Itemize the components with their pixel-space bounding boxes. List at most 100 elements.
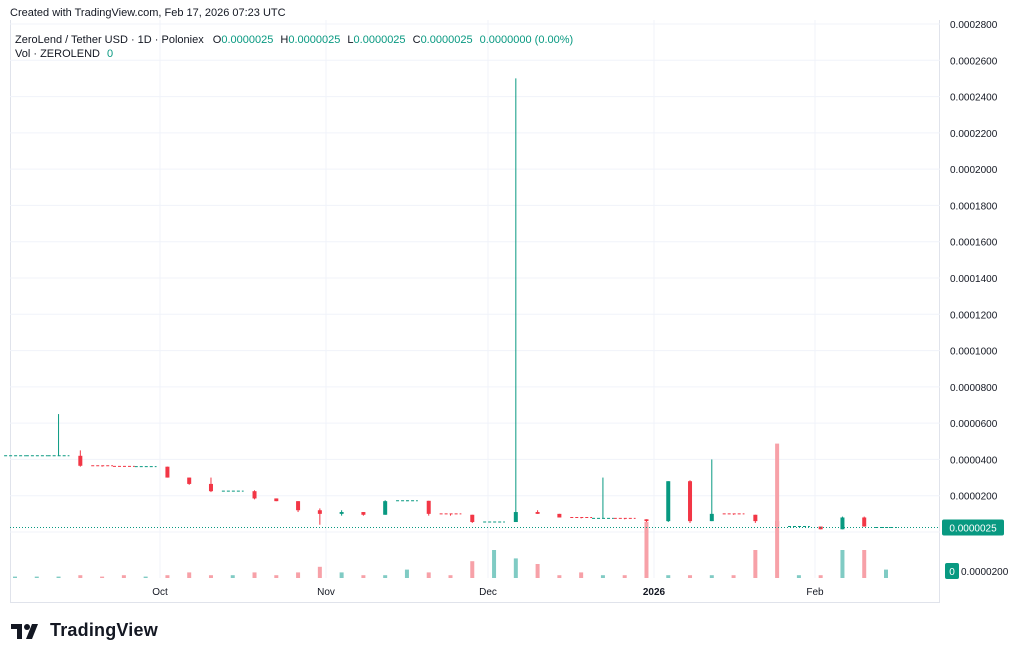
symbol-title[interactable]: ZeroLend / Tether USD · 1D · Poloniex <box>15 34 204 46</box>
price-axis-tick-label: 0.0002000 <box>950 165 998 176</box>
volume-bar <box>840 550 845 578</box>
volume-bar <box>709 575 714 578</box>
price-axis-tick-label: 0.0000600 <box>950 419 998 430</box>
candle-body[interactable] <box>840 517 845 530</box>
volume-bar <box>274 575 279 578</box>
volume-title[interactable]: Vol · ZEROLEND <box>15 48 100 60</box>
volume-value-badge[interactable] <box>945 563 959 579</box>
volume-bar <box>731 575 736 578</box>
volume-bar <box>208 575 213 578</box>
volume-bar <box>100 576 105 578</box>
volume-bar <box>361 575 366 578</box>
candle-body[interactable] <box>208 483 213 492</box>
chart-legend: ZeroLend / Tether USD · 1D · Poloniex O0… <box>15 33 573 61</box>
chart-pane[interactable] <box>10 20 940 603</box>
candle-body[interactable] <box>470 514 475 523</box>
volume-bar <box>34 576 39 578</box>
close-value: 0.0000025 <box>420 34 473 46</box>
volume-bar <box>862 550 867 578</box>
price-axis-tick-label: 0.0002600 <box>950 56 998 67</box>
volume-bar <box>78 575 83 578</box>
volume-bar <box>56 576 61 578</box>
candle-body[interactable] <box>296 501 301 511</box>
change-value: 0.0000000 (0.00%) <box>479 34 574 46</box>
price-axis-tick-label: 0.0001400 <box>950 274 998 285</box>
volume-bar <box>666 575 671 578</box>
candle-body[interactable] <box>709 513 714 522</box>
volume-bar <box>579 572 584 578</box>
price-axis-tick-label: 0.0002400 <box>950 93 998 104</box>
time-axis-tick-label: Feb <box>806 587 824 598</box>
price-axis-tick-label: 0.0000800 <box>950 383 998 394</box>
price-axis-tick-label: 0.0002200 <box>950 129 998 140</box>
candle-body[interactable] <box>317 510 322 514</box>
volume-bar <box>230 575 235 578</box>
volume-bar <box>252 572 257 578</box>
volume-bar <box>622 575 627 578</box>
candle-body[interactable] <box>513 512 518 523</box>
ohlc-legend-row: ZeroLend / Tether USD · 1D · Poloniex O0… <box>15 33 573 47</box>
tradingview-logo[interactable]: TradingView <box>10 620 158 641</box>
time-axis-tick-label: 2026 <box>643 587 666 598</box>
candle-body[interactable] <box>862 517 867 527</box>
price-axis-tick-label: 0.0001800 <box>950 201 998 212</box>
candle-body[interactable] <box>426 500 431 514</box>
candle-body[interactable] <box>383 501 388 515</box>
volume-bar <box>448 575 453 578</box>
volume-bar <box>492 550 497 578</box>
volume-bar <box>404 569 409 578</box>
price-axis-tick-label: 0.0000200 <box>950 492 998 503</box>
candle-body[interactable] <box>688 481 693 522</box>
volume-bar <box>187 572 192 578</box>
candle-body[interactable] <box>78 455 83 466</box>
volume-bar <box>753 550 758 578</box>
time-axis-tick-label: Nov <box>317 587 335 598</box>
candle-body[interactable] <box>252 491 257 499</box>
price-axis-tick-label: 0.0001200 <box>950 310 998 321</box>
volume-legend-row: Vol · ZEROLEND 0 <box>15 47 573 61</box>
candle-body[interactable] <box>753 514 758 522</box>
volume-bar <box>884 569 888 578</box>
volume-value: 0 <box>107 48 114 60</box>
volume-bar <box>296 572 301 578</box>
close-label: C <box>412 34 421 46</box>
candle-body[interactable] <box>361 512 366 515</box>
volume-bar <box>644 522 649 578</box>
last-price-badge[interactable] <box>942 519 1004 536</box>
time-axis-tick-label: Oct <box>152 587 168 598</box>
volume-bar <box>121 575 126 578</box>
price-axis-tick-label: 0.0000400 <box>950 455 998 466</box>
tradingview-wordmark: TradingView <box>50 620 158 640</box>
volume-bar <box>470 561 475 578</box>
price-axis-tick-label: 0.0000200 <box>961 567 1009 578</box>
candle-body[interactable] <box>187 477 192 484</box>
candle-body[interactable] <box>644 519 649 522</box>
tradingview-logo-icon <box>11 623 38 639</box>
high-value: 0.0000025 <box>288 34 341 46</box>
time-axis-tick-label: Dec <box>479 587 497 598</box>
created-with-text: Created with TradingView.com, Feb 17, 20… <box>10 7 286 19</box>
candle-body[interactable] <box>557 513 562 518</box>
volume-bar <box>535 564 540 578</box>
volume-bar <box>513 558 518 578</box>
candle-body[interactable] <box>535 512 540 514</box>
volume-bar <box>383 575 388 578</box>
candle-body[interactable] <box>339 512 344 514</box>
volume-bar <box>165 575 170 578</box>
volume-bar <box>13 576 17 578</box>
candle-body[interactable] <box>274 498 279 502</box>
low-value: 0.0000025 <box>353 34 406 46</box>
open-value: 0.0000025 <box>221 34 274 46</box>
price-axis-tick-label: 0.0001600 <box>950 238 998 249</box>
candle-body[interactable] <box>165 466 170 478</box>
volume-bar <box>775 443 780 578</box>
volume-bar <box>688 575 693 578</box>
candle-body[interactable] <box>666 481 671 522</box>
volume-bar <box>317 566 322 578</box>
volume-bar <box>339 572 344 578</box>
volume-bar <box>557 575 562 578</box>
last-price-label: 0.0000025 <box>949 523 997 534</box>
open-label: O <box>212 34 222 46</box>
volume-value-label: 0 <box>949 567 955 578</box>
